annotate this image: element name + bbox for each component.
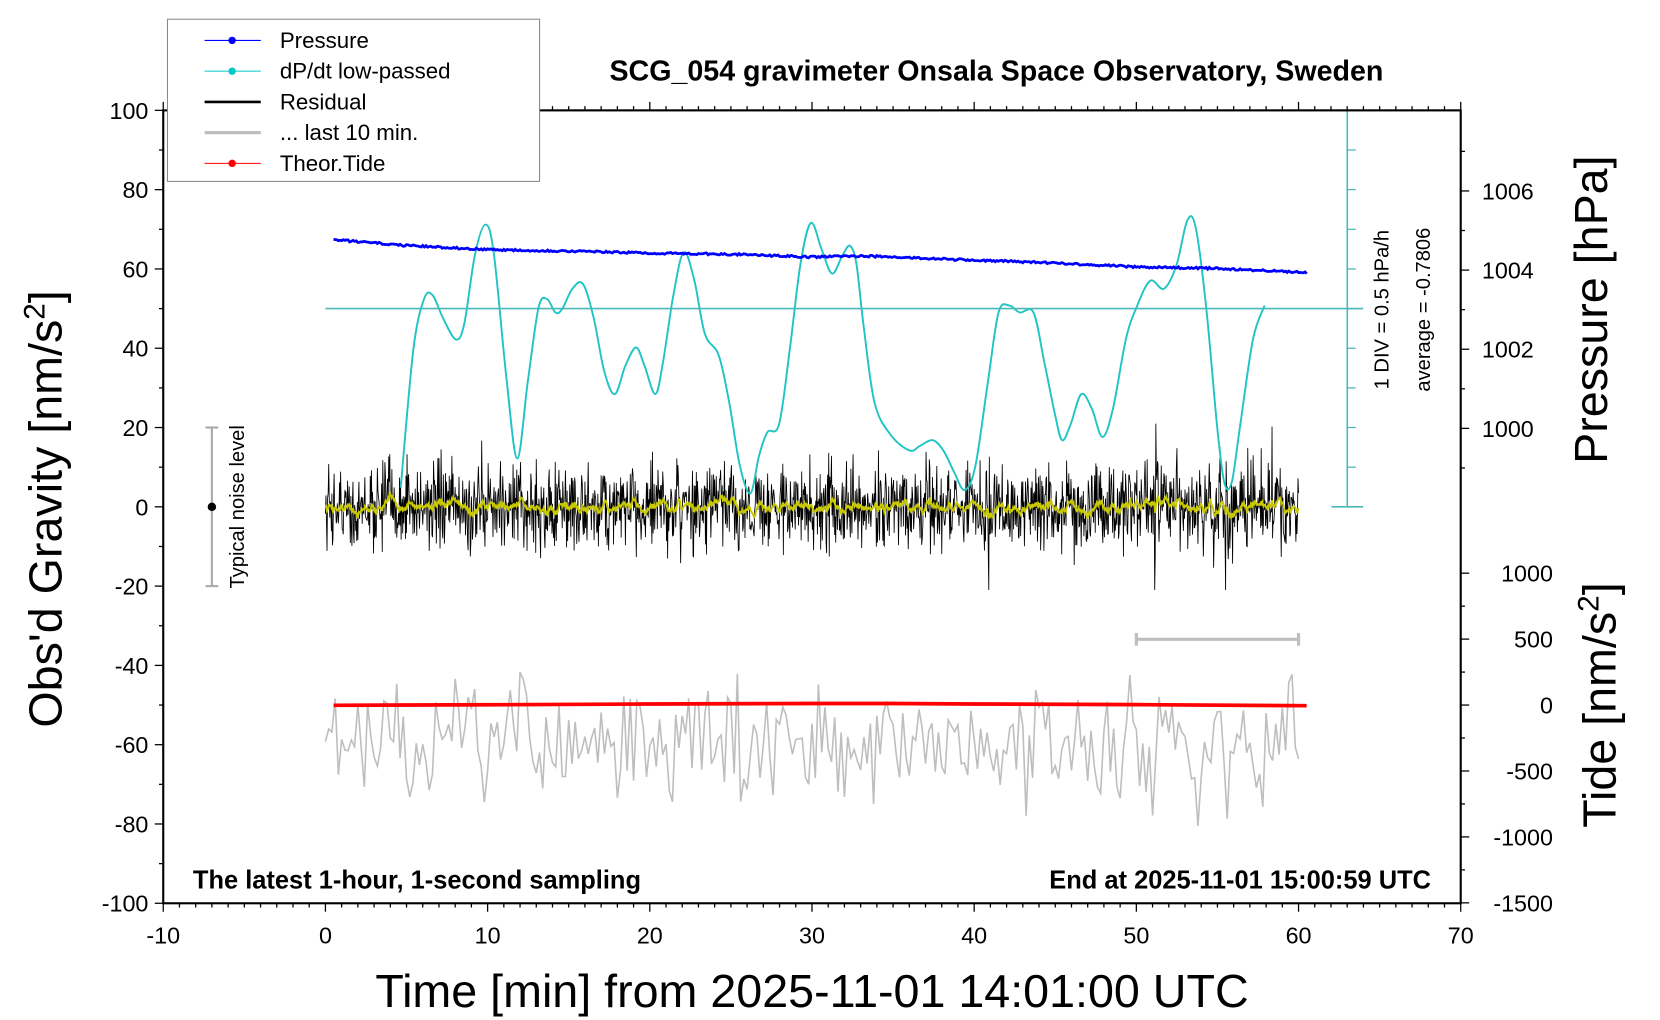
legend-label: dP/dt low-passed <box>280 59 451 84</box>
tide-tick-label: -1500 <box>1493 890 1553 916</box>
y-tick-label-left: -40 <box>115 653 149 679</box>
dpdt-line <box>399 215 1266 495</box>
tide-tick-label: -1000 <box>1493 824 1553 850</box>
x-tick-label: 70 <box>1448 923 1474 949</box>
y-tick-label-left: 60 <box>122 256 148 282</box>
plot-traces <box>205 215 1308 826</box>
average-label: average = -0.7806 <box>1413 228 1435 392</box>
annotation-left: The latest 1-hour, 1-second sampling <box>193 866 641 894</box>
pressure-line <box>333 238 1308 275</box>
x-tick-label: 20 <box>637 923 663 949</box>
x-tick-label: 60 <box>1286 923 1312 949</box>
legend-marker-4 <box>228 159 236 168</box>
noise-level-dot <box>207 502 217 512</box>
pressure-tick-label: 1000 <box>1482 416 1534 442</box>
pressure-tick-label: 1006 <box>1482 178 1534 204</box>
pressure-tick-label: 1002 <box>1482 337 1534 363</box>
y-tick-label-left: 100 <box>109 98 148 124</box>
tide-tick-label: 1000 <box>1501 561 1553 587</box>
chart-title: SCG_054 gravimeter Onsala Space Observat… <box>609 56 1383 88</box>
tide-line <box>333 701 1307 708</box>
div-label: 1 DIV = 0.5 hPa/h <box>1372 230 1394 389</box>
last-10-min-line <box>324 671 1300 826</box>
y-tick-label-left: 80 <box>122 177 148 203</box>
y-axis-left-label: Obs'd Gravity [nm/s2] <box>19 290 72 727</box>
y-tick-label-left: 0 <box>135 494 148 520</box>
legend-box <box>166 18 541 182</box>
tide-tick-label: 0 <box>1540 693 1553 719</box>
legend-label: Residual <box>280 89 367 114</box>
x-axis-label: Time [min] from 2025-11-01 14:01:00 UTC <box>375 965 1248 1017</box>
x-tick-label: 10 <box>475 923 501 949</box>
tide-tick-label: 500 <box>1514 627 1553 653</box>
y-tick-label-left: -20 <box>115 574 149 600</box>
x-tick-label: 0 <box>319 923 332 949</box>
x-tick-label: 30 <box>799 923 825 949</box>
annotation-right: End at 2025-11-01 15:00:59 UTC <box>1049 866 1431 894</box>
axes: -10 0 10 20 30 40 50 60 70100806040200-20-40-60-… <box>102 98 1553 949</box>
x-tick-label: 50 <box>1123 923 1149 949</box>
noise-level-label: Typical noise level <box>227 425 249 588</box>
pressure-axis-label: Pressure [hPa] <box>1565 155 1617 463</box>
legend-marker-1 <box>228 67 236 75</box>
legend-marker-0 <box>228 36 236 45</box>
tide-tick-label: -500 <box>1506 758 1553 784</box>
y-tick-label-left: -60 <box>115 732 149 758</box>
y-tick-label-left: -100 <box>102 891 149 917</box>
x-tick-label: 40 <box>961 923 987 949</box>
y-tick-label-left: -80 <box>115 811 149 837</box>
legend: Pressure dP/dt low-passed Residual ... last… <box>166 18 541 182</box>
tide-axis-label: Tide [nm/s2] <box>1573 582 1626 827</box>
y-tick-label-left: 20 <box>122 415 148 441</box>
smoothed-residual-line <box>324 489 1300 520</box>
legend-label: Pressure <box>280 28 369 53</box>
residual-line <box>325 423 1299 591</box>
x-tick-label: -10 <box>146 923 180 949</box>
legend-label: Theor.Tide <box>280 151 386 176</box>
legend-label: ... last 10 min. <box>280 120 419 145</box>
y-tick-label-left: 40 <box>122 336 148 362</box>
pressure-tick-label: 1004 <box>1482 258 1534 284</box>
